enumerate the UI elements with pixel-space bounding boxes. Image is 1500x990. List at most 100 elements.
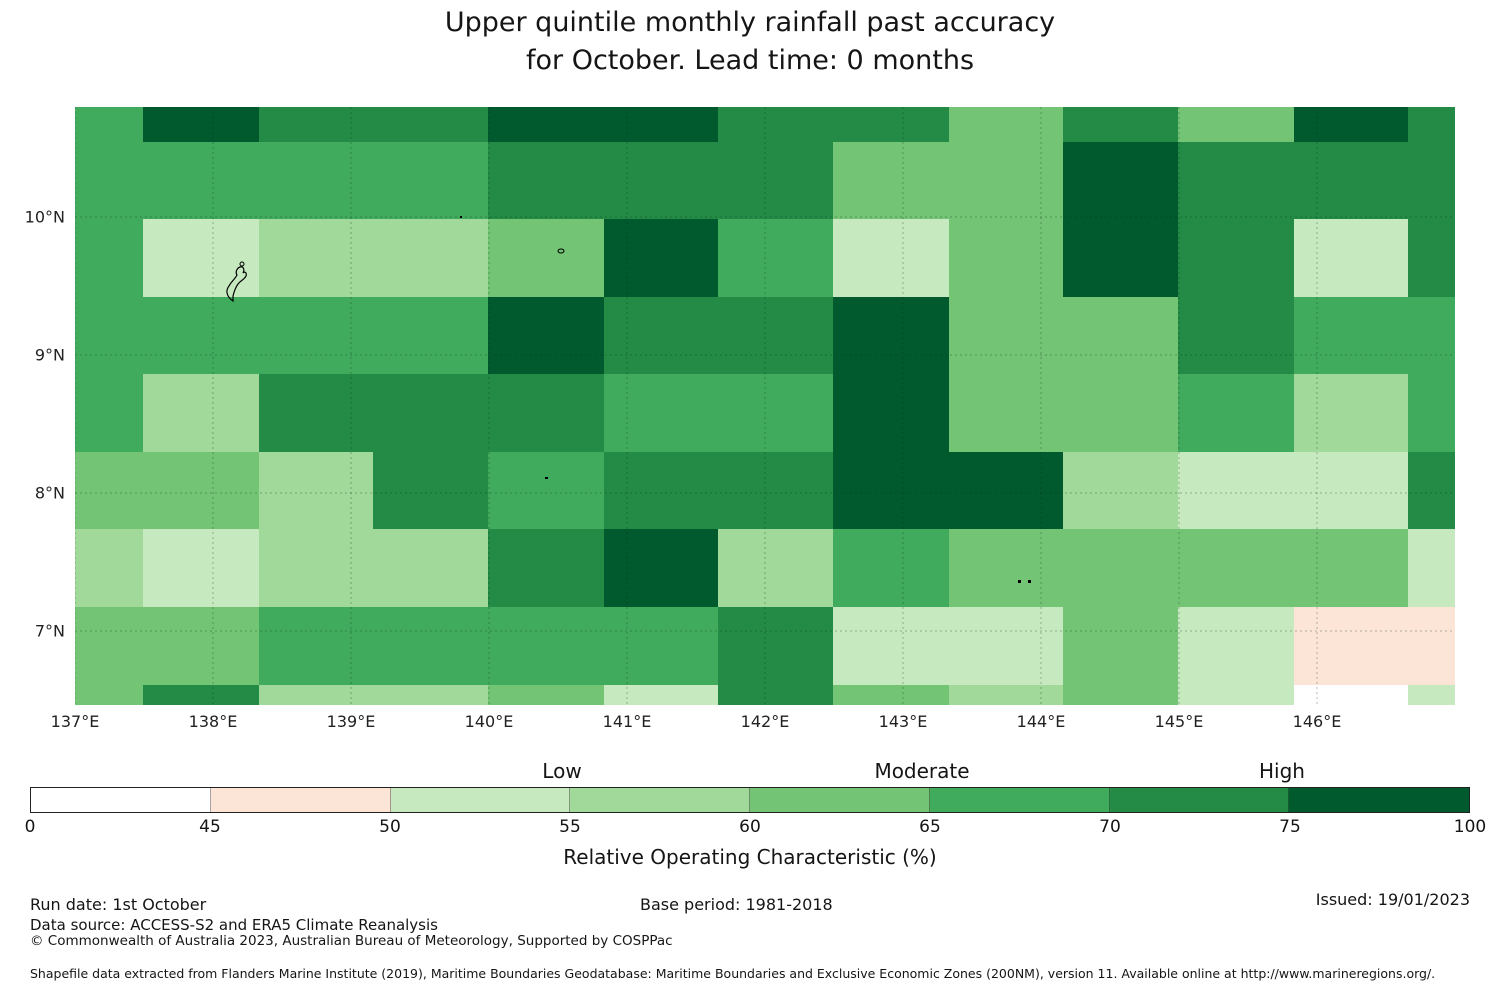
heatmap-cell (373, 107, 489, 143)
heatmap-cell (1293, 142, 1409, 220)
heatmap-cell (373, 374, 489, 453)
x-tick-label: 145°E (1154, 712, 1204, 731)
heatmap-cell (1293, 374, 1409, 453)
chart-title: Upper quintile monthly rainfall past acc… (0, 4, 1500, 80)
heatmap-cell (1063, 607, 1179, 686)
heatmap-cell (1293, 219, 1409, 298)
colorbar-segment (31, 788, 211, 812)
heatmap-cell (718, 142, 834, 220)
heatmap-cell (1408, 107, 1455, 143)
heatmap-cell (603, 374, 719, 453)
heatmap-cell (1177, 684, 1295, 705)
heatmap-cell (948, 684, 1064, 705)
heatmap-cell (142, 374, 260, 453)
heatmap-cell (1063, 142, 1179, 220)
heatmap-cell (487, 452, 605, 530)
heatmap-cell (487, 529, 605, 608)
heatmap-cell (142, 607, 260, 686)
heatmap-cell (373, 297, 489, 375)
heatmap-cell (75, 219, 144, 298)
data-source-text: Data source: ACCESS-S2 and ERA5 Climate … (30, 916, 438, 934)
heatmap-cell (832, 452, 950, 530)
islet-dot (1018, 580, 1021, 583)
heatmap-cell (718, 374, 834, 453)
heatmap-cell (1177, 452, 1295, 530)
heatmap-cell (1293, 107, 1409, 143)
colorbar-zone-label: Moderate (874, 759, 970, 783)
heatmap-cell (1408, 684, 1455, 705)
issued-date-text: Issued: 19/01/2023 (1315, 890, 1470, 909)
heatmap-plot (75, 107, 1455, 705)
heatmap-cell (142, 452, 260, 530)
colorbar-segment (1289, 788, 1469, 812)
heatmap-cell (142, 529, 260, 608)
heatmap-cell (487, 374, 605, 453)
heatmap-cell (258, 142, 374, 220)
heatmap-cell (1293, 452, 1409, 530)
heatmap-cell (718, 297, 834, 375)
colorbar-tick-label: 45 (199, 817, 221, 837)
shapefile-attribution-text: Shapefile data extracted from Flanders M… (30, 966, 1436, 981)
heatmap-cell (1293, 607, 1409, 686)
heatmap-cell (1177, 529, 1295, 608)
heatmap-cell (142, 142, 260, 220)
colorbar-segment (929, 788, 1110, 812)
run-date-text: Run date: 1st October (30, 895, 207, 914)
heatmap-cell (75, 297, 144, 375)
heatmap-cell (603, 529, 719, 608)
heatmap-cell (487, 607, 605, 686)
heatmap-cell (487, 107, 605, 143)
heatmap-cell (603, 607, 719, 686)
heatmap-cell (948, 142, 1064, 220)
heatmap-cell (718, 607, 834, 686)
heatmap-cell (75, 142, 144, 220)
colorbar-zone-label: Low (542, 759, 582, 783)
heatmap-cell (373, 684, 489, 705)
heatmap-cell (718, 684, 834, 705)
colorbar-segment (750, 788, 930, 812)
colorbar-tick-label: 55 (559, 817, 581, 837)
heatmap-cell (258, 374, 374, 453)
heatmap-cell (258, 219, 374, 298)
heatmap-cell (75, 529, 144, 608)
colorbar-tick-label: 75 (1279, 817, 1301, 837)
heatmap-cell (75, 107, 144, 143)
heatmap-cell (832, 142, 950, 220)
heatmap-cell (832, 297, 950, 375)
heatmap-cell (373, 452, 489, 530)
colorbar-tick-label: 60 (739, 817, 761, 837)
heatmap-cell (1063, 452, 1179, 530)
heatmap-cell (258, 607, 374, 686)
heatmap-cell (832, 607, 950, 686)
colorbar-segment (1109, 788, 1290, 812)
heatmap-cell (487, 684, 605, 705)
heatmap-cell (832, 219, 950, 298)
heatmap-cells (75, 107, 1455, 705)
y-tick-label: 9°N (34, 345, 65, 365)
colorbar-zone-label: High (1259, 759, 1305, 783)
x-tick-label: 144°E (1016, 712, 1066, 731)
x-tick-label: 139°E (326, 712, 376, 731)
heatmap-cell (1177, 607, 1295, 686)
heatmap-cell (948, 529, 1064, 608)
heatmap-cell (832, 107, 950, 143)
heatmap-cell (487, 297, 605, 375)
heatmap-cell (373, 219, 489, 298)
heatmap-cell (258, 452, 374, 530)
heatmap-cell (142, 297, 260, 375)
heatmap-cell (948, 297, 1064, 375)
chart-title-line1: Upper quintile monthly rainfall past acc… (444, 7, 1056, 38)
islet-dot (1028, 580, 1031, 583)
heatmap-cell (1408, 529, 1455, 608)
heatmap-cell (1293, 297, 1409, 375)
colorbar-axis-label: Relative Operating Characteristic (%) (563, 845, 937, 869)
x-tick-label: 138°E (188, 712, 238, 731)
heatmap-cell (1177, 142, 1295, 220)
heatmap-cell (718, 529, 834, 608)
y-tick-label: 10°N (24, 207, 65, 227)
heatmap-cell (1063, 529, 1179, 608)
heatmap-cell (832, 529, 950, 608)
heatmap-cell (718, 452, 834, 530)
heatmap-cell (258, 107, 374, 143)
heatmap-cell (1293, 684, 1409, 705)
